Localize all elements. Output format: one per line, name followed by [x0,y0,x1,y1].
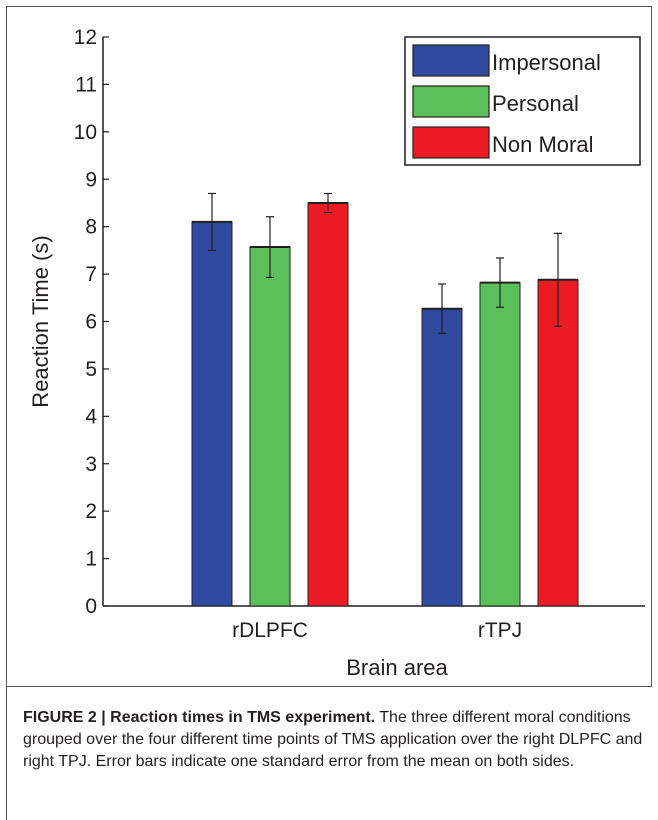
y-tick-label: 7 [85,263,97,286]
legend-swatch [412,126,490,159]
y-tick-label: 6 [85,311,97,334]
y-tick-label: 5 [85,358,97,381]
y-tick-label: 2 [85,500,97,523]
legend-label: Impersonal [492,50,601,75]
y-tick-label: 1 [85,548,97,571]
y-tick-label: 4 [85,405,97,428]
caption-title: FIGURE 2 | Reaction times in TMS experim… [23,709,376,726]
legend-swatch [412,85,490,118]
bar [421,308,463,607]
legend-swatch [412,44,490,77]
legend-label: Non Moral [492,132,593,157]
bar [479,282,521,607]
y-tick-label: 0 [85,595,97,618]
legend-label: Personal [492,91,579,116]
bar [307,202,349,607]
figure-caption: FIGURE 2 | Reaction times in TMS experim… [23,707,648,773]
bar [191,221,233,607]
figure-frame-top [6,6,652,7]
y-tick-label: 11 [75,73,97,96]
bar [249,246,291,607]
y-tick-label: 10 [74,121,97,144]
y-axis-label: Reaction Time (s) [28,235,53,407]
figure-frame-left [6,6,7,820]
x-tick-label: rTPJ [478,619,522,642]
y-tick-label: 12 [74,26,97,49]
caption-text: The three different moral conditions gro… [23,709,643,770]
figure-frame-right [651,6,652,686]
y-tick-label: 8 [85,216,97,239]
bar [537,279,579,607]
x-axis-label: Brain area [346,655,448,680]
x-tick-label: rDLPFC [232,619,308,642]
caption-divider [6,686,652,687]
y-tick-label: 3 [85,453,97,476]
y-tick-label: 9 [85,168,97,191]
